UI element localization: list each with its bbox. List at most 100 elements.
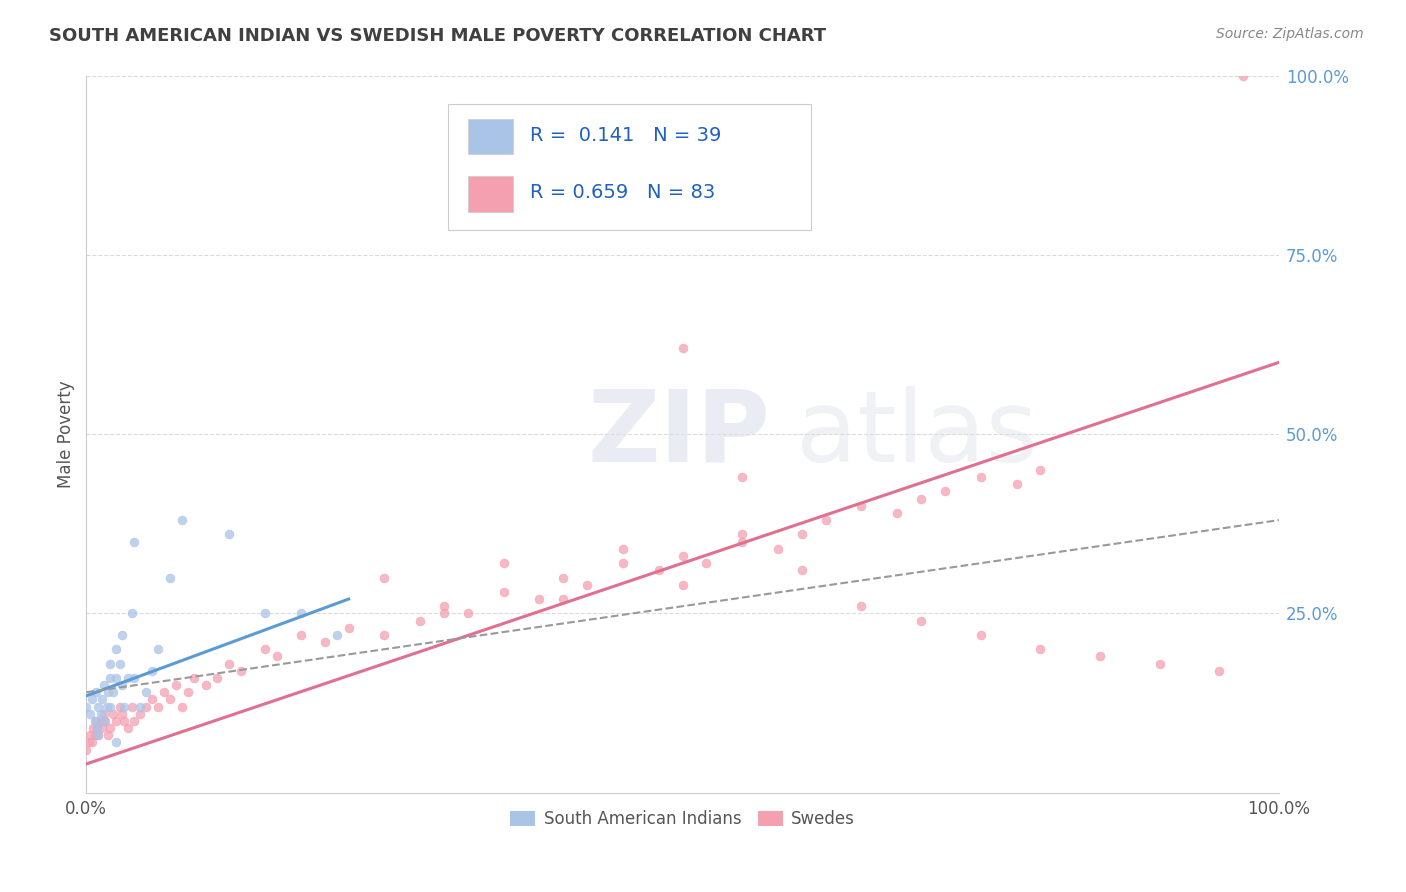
Point	[766, 541, 789, 556]
Point	[910, 614, 932, 628]
Point	[87, 728, 110, 742]
Point	[86, 721, 108, 735]
Point	[105, 671, 128, 685]
Text: ZIP: ZIP	[588, 385, 770, 483]
Point	[146, 699, 169, 714]
Point	[93, 678, 115, 692]
Point	[314, 635, 336, 649]
Point	[129, 699, 152, 714]
Point	[75, 699, 97, 714]
Point	[83, 714, 105, 728]
Point	[108, 699, 131, 714]
Point	[194, 678, 217, 692]
Point	[207, 671, 229, 685]
Point	[101, 706, 124, 721]
Point	[121, 699, 143, 714]
Point	[111, 706, 134, 721]
Point	[970, 628, 993, 642]
Y-axis label: Male Poverty: Male Poverty	[58, 380, 75, 488]
Point	[1208, 664, 1230, 678]
Point	[108, 657, 131, 671]
Point	[90, 721, 112, 735]
Point	[141, 692, 163, 706]
Point	[79, 728, 101, 742]
Point	[671, 549, 693, 563]
Point	[90, 692, 112, 706]
Point	[111, 628, 134, 642]
Point	[114, 699, 136, 714]
Point	[101, 685, 124, 699]
Point	[79, 706, 101, 721]
Point	[83, 728, 105, 742]
Text: SOUTH AMERICAN INDIAN VS SWEDISH MALE POVERTY CORRELATION CHART: SOUTH AMERICAN INDIAN VS SWEDISH MALE PO…	[49, 27, 827, 45]
Point	[814, 513, 837, 527]
Point	[117, 671, 139, 685]
Point	[1029, 463, 1052, 477]
Point	[790, 527, 813, 541]
Point	[135, 685, 157, 699]
Point	[87, 728, 110, 742]
Point	[90, 706, 112, 721]
Point	[82, 721, 104, 735]
Text: atlas: atlas	[796, 385, 1038, 483]
Point	[75, 742, 97, 756]
Legend: South American Indians, Swedes: South American Indians, Swedes	[503, 803, 862, 835]
Point	[1005, 477, 1028, 491]
Point	[529, 592, 551, 607]
Point	[122, 714, 145, 728]
Point	[254, 642, 277, 657]
FancyBboxPatch shape	[447, 104, 811, 230]
Point	[122, 534, 145, 549]
Point	[159, 692, 181, 706]
Point	[695, 556, 717, 570]
Point	[731, 534, 754, 549]
Point	[231, 664, 253, 678]
Point	[170, 699, 193, 714]
Point	[141, 664, 163, 678]
Point	[97, 685, 120, 699]
Point	[337, 621, 360, 635]
Point	[671, 341, 693, 355]
Point	[93, 714, 115, 728]
Point	[105, 642, 128, 657]
Point	[790, 563, 813, 577]
Point	[165, 678, 187, 692]
Bar	[468, 176, 513, 211]
Point	[129, 706, 152, 721]
Point	[290, 628, 312, 642]
Point	[98, 699, 121, 714]
Point	[98, 671, 121, 685]
Point	[325, 628, 347, 642]
Point	[176, 685, 198, 699]
Point	[553, 570, 575, 584]
Point	[93, 706, 115, 721]
Point	[84, 714, 107, 728]
Point	[612, 541, 634, 556]
Point	[731, 527, 754, 541]
Point	[96, 699, 118, 714]
Point	[934, 484, 956, 499]
Point	[159, 570, 181, 584]
Point	[122, 671, 145, 685]
Point	[576, 577, 599, 591]
Point	[87, 699, 110, 714]
Bar	[468, 119, 513, 154]
Point	[648, 563, 671, 577]
Point	[1029, 642, 1052, 657]
Point	[492, 556, 515, 570]
Point	[77, 735, 100, 749]
Point	[117, 721, 139, 735]
Point	[105, 735, 128, 749]
Point	[266, 649, 288, 664]
Point	[970, 470, 993, 484]
Point	[105, 714, 128, 728]
Point	[433, 599, 456, 614]
Point	[373, 570, 395, 584]
Point	[254, 607, 277, 621]
Point	[183, 671, 205, 685]
Point	[553, 592, 575, 607]
Point	[492, 585, 515, 599]
Point	[373, 628, 395, 642]
Point	[290, 607, 312, 621]
Point	[851, 599, 873, 614]
